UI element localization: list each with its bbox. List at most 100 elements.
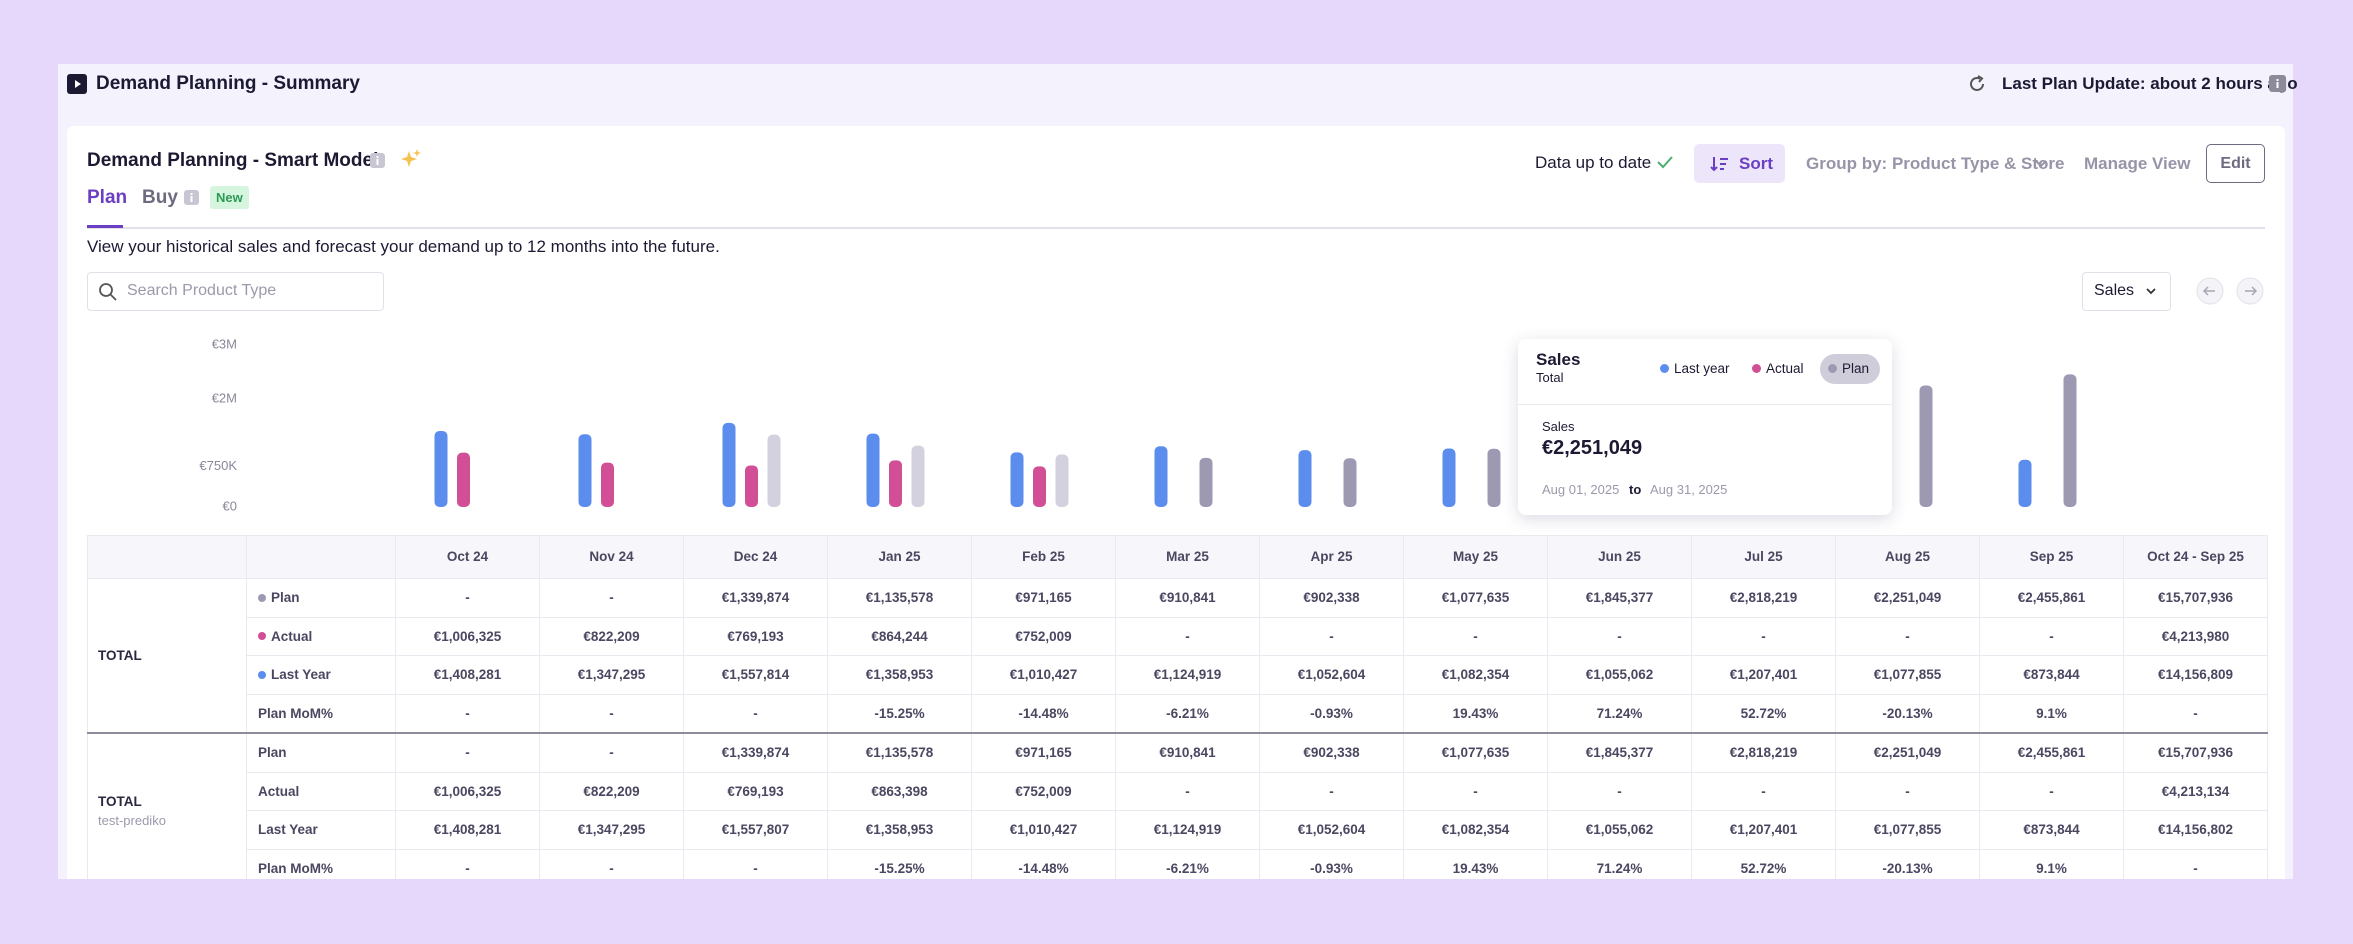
table-cell: €873,844	[1980, 811, 2124, 850]
manage-view[interactable]: Manage View	[2084, 154, 2191, 173]
check-icon	[1657, 156, 1673, 169]
table-cell: €15,707,936	[2124, 734, 2268, 773]
column-header: Apr 25	[1260, 535, 1404, 579]
y-tick-label: €0	[223, 498, 237, 513]
tab-divider	[87, 227, 2265, 229]
table-cell: €1,207,401	[1692, 811, 1836, 850]
bar	[578, 434, 592, 507]
last-update: Last Plan Update: about 2 hours ago	[2002, 74, 2298, 93]
tab-plan[interactable]: Plan	[87, 187, 128, 208]
table-cell: €1,408,281	[396, 656, 540, 695]
bar	[457, 452, 470, 507]
row-label: Plan MoM%	[258, 860, 334, 876]
chevron-icon	[2035, 160, 2047, 168]
table-cell: -	[1980, 617, 2124, 656]
tab-buy[interactable]: Buy	[142, 187, 178, 208]
table-cell: -	[1692, 617, 1836, 656]
row-label-cell: Last Year	[247, 811, 396, 850]
bar	[866, 433, 880, 507]
group-cell: TOTAL	[87, 579, 247, 733]
table-cell: €873,844	[1980, 656, 2124, 695]
column-header: Jun 25	[1548, 535, 1692, 579]
tooltip-from: Aug 01, 2025	[1542, 482, 1620, 497]
bar	[434, 430, 448, 507]
group-label: TOTAL test-prediko	[98, 794, 166, 828]
group-separator	[87, 732, 2268, 734]
legend-dot	[1752, 364, 1761, 373]
legend-label: Actual	[1766, 361, 1804, 376]
table-cell: €1,358,953	[828, 656, 972, 695]
row-label-cell: Plan MoM%	[247, 694, 396, 733]
tooltip-title: Sales	[1536, 350, 1581, 369]
table-cell: €1,077,635	[1404, 579, 1548, 618]
table-cell: €2,818,219	[1692, 579, 1836, 618]
pager[interactable]	[2196, 277, 2266, 305]
table-cell: €2,818,219	[1692, 734, 1836, 773]
table-cell: €1,010,427	[972, 656, 1116, 695]
table-cell: -20.13%	[1836, 849, 1980, 879]
edit-button[interactable]: Edit	[2206, 144, 2265, 183]
column-header: Jul 25	[1692, 535, 1836, 579]
y-tick-label: €750K	[199, 458, 237, 473]
bar	[767, 434, 781, 507]
metric-dropdown[interactable]	[2082, 272, 2171, 311]
bar	[2063, 374, 2077, 507]
row-label-cell: Actual	[247, 772, 396, 811]
description: View your historical sales and forecast …	[87, 237, 720, 256]
sparkle-icon	[401, 149, 421, 167]
tooltip-subtitle: Total	[1536, 370, 1564, 385]
y-tick-label: €2M	[212, 390, 237, 405]
column-header: Oct 24 - Sep 25	[2124, 535, 2268, 579]
group-by[interactable]: Group by: Product Type & Store	[1806, 154, 2065, 173]
table-cell: -	[2124, 849, 2268, 879]
table-cell: €14,156,809	[2124, 656, 2268, 695]
bar	[722, 422, 736, 507]
tooltip-value: €2,251,049	[1542, 437, 1643, 459]
bar	[911, 445, 925, 507]
table-cell: -	[1116, 617, 1260, 656]
table-cell: -	[1404, 617, 1548, 656]
table-cell: €1,347,295	[540, 811, 684, 850]
table-cell: €1,408,281	[396, 811, 540, 850]
table-cell: 71.24%	[1548, 849, 1692, 879]
status: Data up to date	[1535, 153, 1652, 172]
refresh-icon[interactable]	[1967, 74, 1987, 94]
row-label-cell: Plan	[247, 579, 396, 618]
table-cell: -	[1260, 617, 1404, 656]
group-subtitle: test-prediko	[98, 812, 166, 828]
legend-label: Last year	[1674, 361, 1730, 376]
bar	[1154, 446, 1168, 507]
tooltip-to: Aug 31, 2025	[1650, 482, 1728, 497]
table-cell: €1,845,377	[1548, 579, 1692, 618]
table-cell: €769,193	[684, 772, 828, 811]
bar	[1919, 385, 1933, 507]
bar	[1010, 452, 1024, 507]
bar	[889, 460, 902, 507]
table-cell: €822,209	[540, 772, 684, 811]
search-box[interactable]	[87, 272, 384, 311]
sort-button[interactable]	[1694, 144, 1785, 183]
table-cell: €910,841	[1116, 734, 1260, 773]
row-dot	[258, 670, 266, 679]
row-label: Plan MoM%	[258, 705, 334, 721]
table-cell: -	[540, 694, 684, 733]
search-placeholder: Search Product Type	[127, 282, 277, 299]
table-cell: €752,009	[972, 772, 1116, 811]
table-cell: -	[540, 579, 684, 618]
table-cell: €2,251,049	[1836, 579, 1980, 618]
info-icon	[184, 190, 199, 205]
legend-dot	[1660, 364, 1669, 373]
bar	[1298, 450, 1312, 507]
legend-dot	[1828, 364, 1837, 373]
table-cell: -	[1404, 772, 1548, 811]
table-cell: €1,006,325	[396, 772, 540, 811]
info-icon	[370, 153, 385, 168]
table-cell: -6.21%	[1116, 694, 1260, 733]
info-icon	[2269, 75, 2286, 92]
table-cell: €752,009	[972, 617, 1116, 656]
table-cell: €1,052,604	[1260, 811, 1404, 850]
row-label-cell: Last Year	[247, 656, 396, 695]
table-cell: €1,082,354	[1404, 811, 1548, 850]
new-badge: New	[210, 186, 249, 209]
